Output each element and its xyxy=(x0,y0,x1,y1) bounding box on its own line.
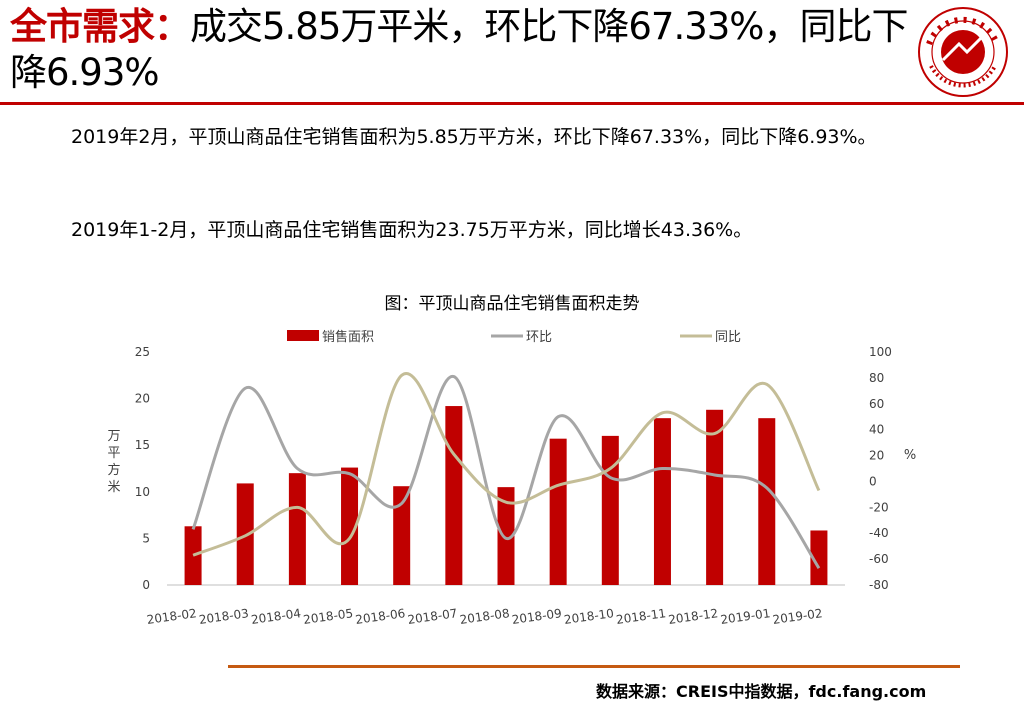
bar-sales-area xyxy=(653,418,671,585)
y-tick-label: 0 xyxy=(142,578,150,592)
bar-sales-area xyxy=(184,526,202,585)
bar-sales-area xyxy=(288,473,306,585)
y2-tick-label: -40 xyxy=(869,526,889,540)
chart-title: 图：平顶山商品住宅销售面积走势 xyxy=(384,294,640,314)
bar-sales-area xyxy=(601,435,619,585)
page-title: 全市需求：成交5.85万平米，环比下降67.33%，同比下降6.93% xyxy=(10,4,910,96)
y-axis-label-char: 米 xyxy=(107,480,120,495)
x-tick-label: 2018-07 xyxy=(407,606,459,627)
y-tick-label: 20 xyxy=(135,392,150,406)
y2-axis-label: % xyxy=(904,448,916,463)
bar-sales-area xyxy=(393,486,411,585)
x-tick-label: 2018-05 xyxy=(302,606,354,627)
x-tick-label: 2018-09 xyxy=(511,606,563,627)
bar-sales-area xyxy=(758,418,776,585)
y-tick-label: 15 xyxy=(135,438,150,452)
y-axis-label-char: 万 xyxy=(107,429,120,444)
y2-tick-label: 20 xyxy=(869,449,884,463)
y-axis-label-char: 平 xyxy=(107,446,120,461)
bar-sales-area xyxy=(341,467,359,585)
y2-tick-label: -80 xyxy=(869,578,889,592)
legend-sales-area-label: 销售面积 xyxy=(322,329,374,345)
line-mom xyxy=(191,375,821,569)
x-tick-label: 2018-08 xyxy=(459,606,511,627)
y2-tick-label: -20 xyxy=(869,500,889,514)
page-title-highlight: 全市需求： xyxy=(10,5,191,48)
bar-sales-area xyxy=(497,487,515,585)
x-tick-label: 2019-02 xyxy=(772,606,824,627)
page-title-rest: 成交5.85万平米，环比下降67.33%，同比下降6.93% xyxy=(10,5,908,94)
summary-paragraph-2: 2019年1-2月，平顶山商品住宅销售面积为23.75万平方米，同比增长43.3… xyxy=(71,219,753,241)
header-rule xyxy=(0,102,1024,105)
x-tick-label: 2019-01 xyxy=(720,606,772,627)
bar-sales-area xyxy=(445,406,463,585)
legend-mom-label: 环比 xyxy=(526,330,552,345)
footer-rule xyxy=(228,665,960,668)
y2-tick-label: 100 xyxy=(869,345,892,359)
y2-tick-label: 0 xyxy=(869,474,877,488)
line-yoy xyxy=(192,372,821,557)
x-tick-label: 2018-06 xyxy=(355,606,407,627)
legend-sales-area-swatch xyxy=(287,330,319,341)
x-tick-label: 2018-12 xyxy=(667,606,719,627)
y-tick-label: 25 xyxy=(135,345,150,359)
legend-yoy-label: 同比 xyxy=(715,330,741,345)
y2-tick-label: 60 xyxy=(869,397,884,411)
y2-tick-label: -60 xyxy=(869,552,889,566)
y-tick-label: 10 xyxy=(135,485,150,499)
y2-tick-label: 40 xyxy=(869,423,884,437)
x-tick-label: 2018-11 xyxy=(615,606,667,627)
x-tick-label: 2018-03 xyxy=(198,606,250,627)
x-tick-label: 2018-02 xyxy=(146,606,198,627)
bar-sales-area xyxy=(706,409,724,585)
data-source: 数据来源：CREIS中指数据，fdc.fang.com xyxy=(596,682,927,701)
bar-sales-area xyxy=(549,438,567,585)
summary-paragraph-1: 2019年2月，平顶山商品住宅销售面积为5.85万平方米，环比下降67.33%，… xyxy=(71,126,877,148)
china-index-academy-seal-icon xyxy=(918,7,1008,97)
y-tick-label: 5 xyxy=(142,531,150,545)
y2-tick-label: 80 xyxy=(869,371,884,385)
x-tick-label: 2018-10 xyxy=(563,606,615,627)
x-tick-label: 2018-04 xyxy=(250,606,302,627)
bar-sales-area xyxy=(810,530,828,585)
y-axis-label-char: 方 xyxy=(107,462,120,478)
